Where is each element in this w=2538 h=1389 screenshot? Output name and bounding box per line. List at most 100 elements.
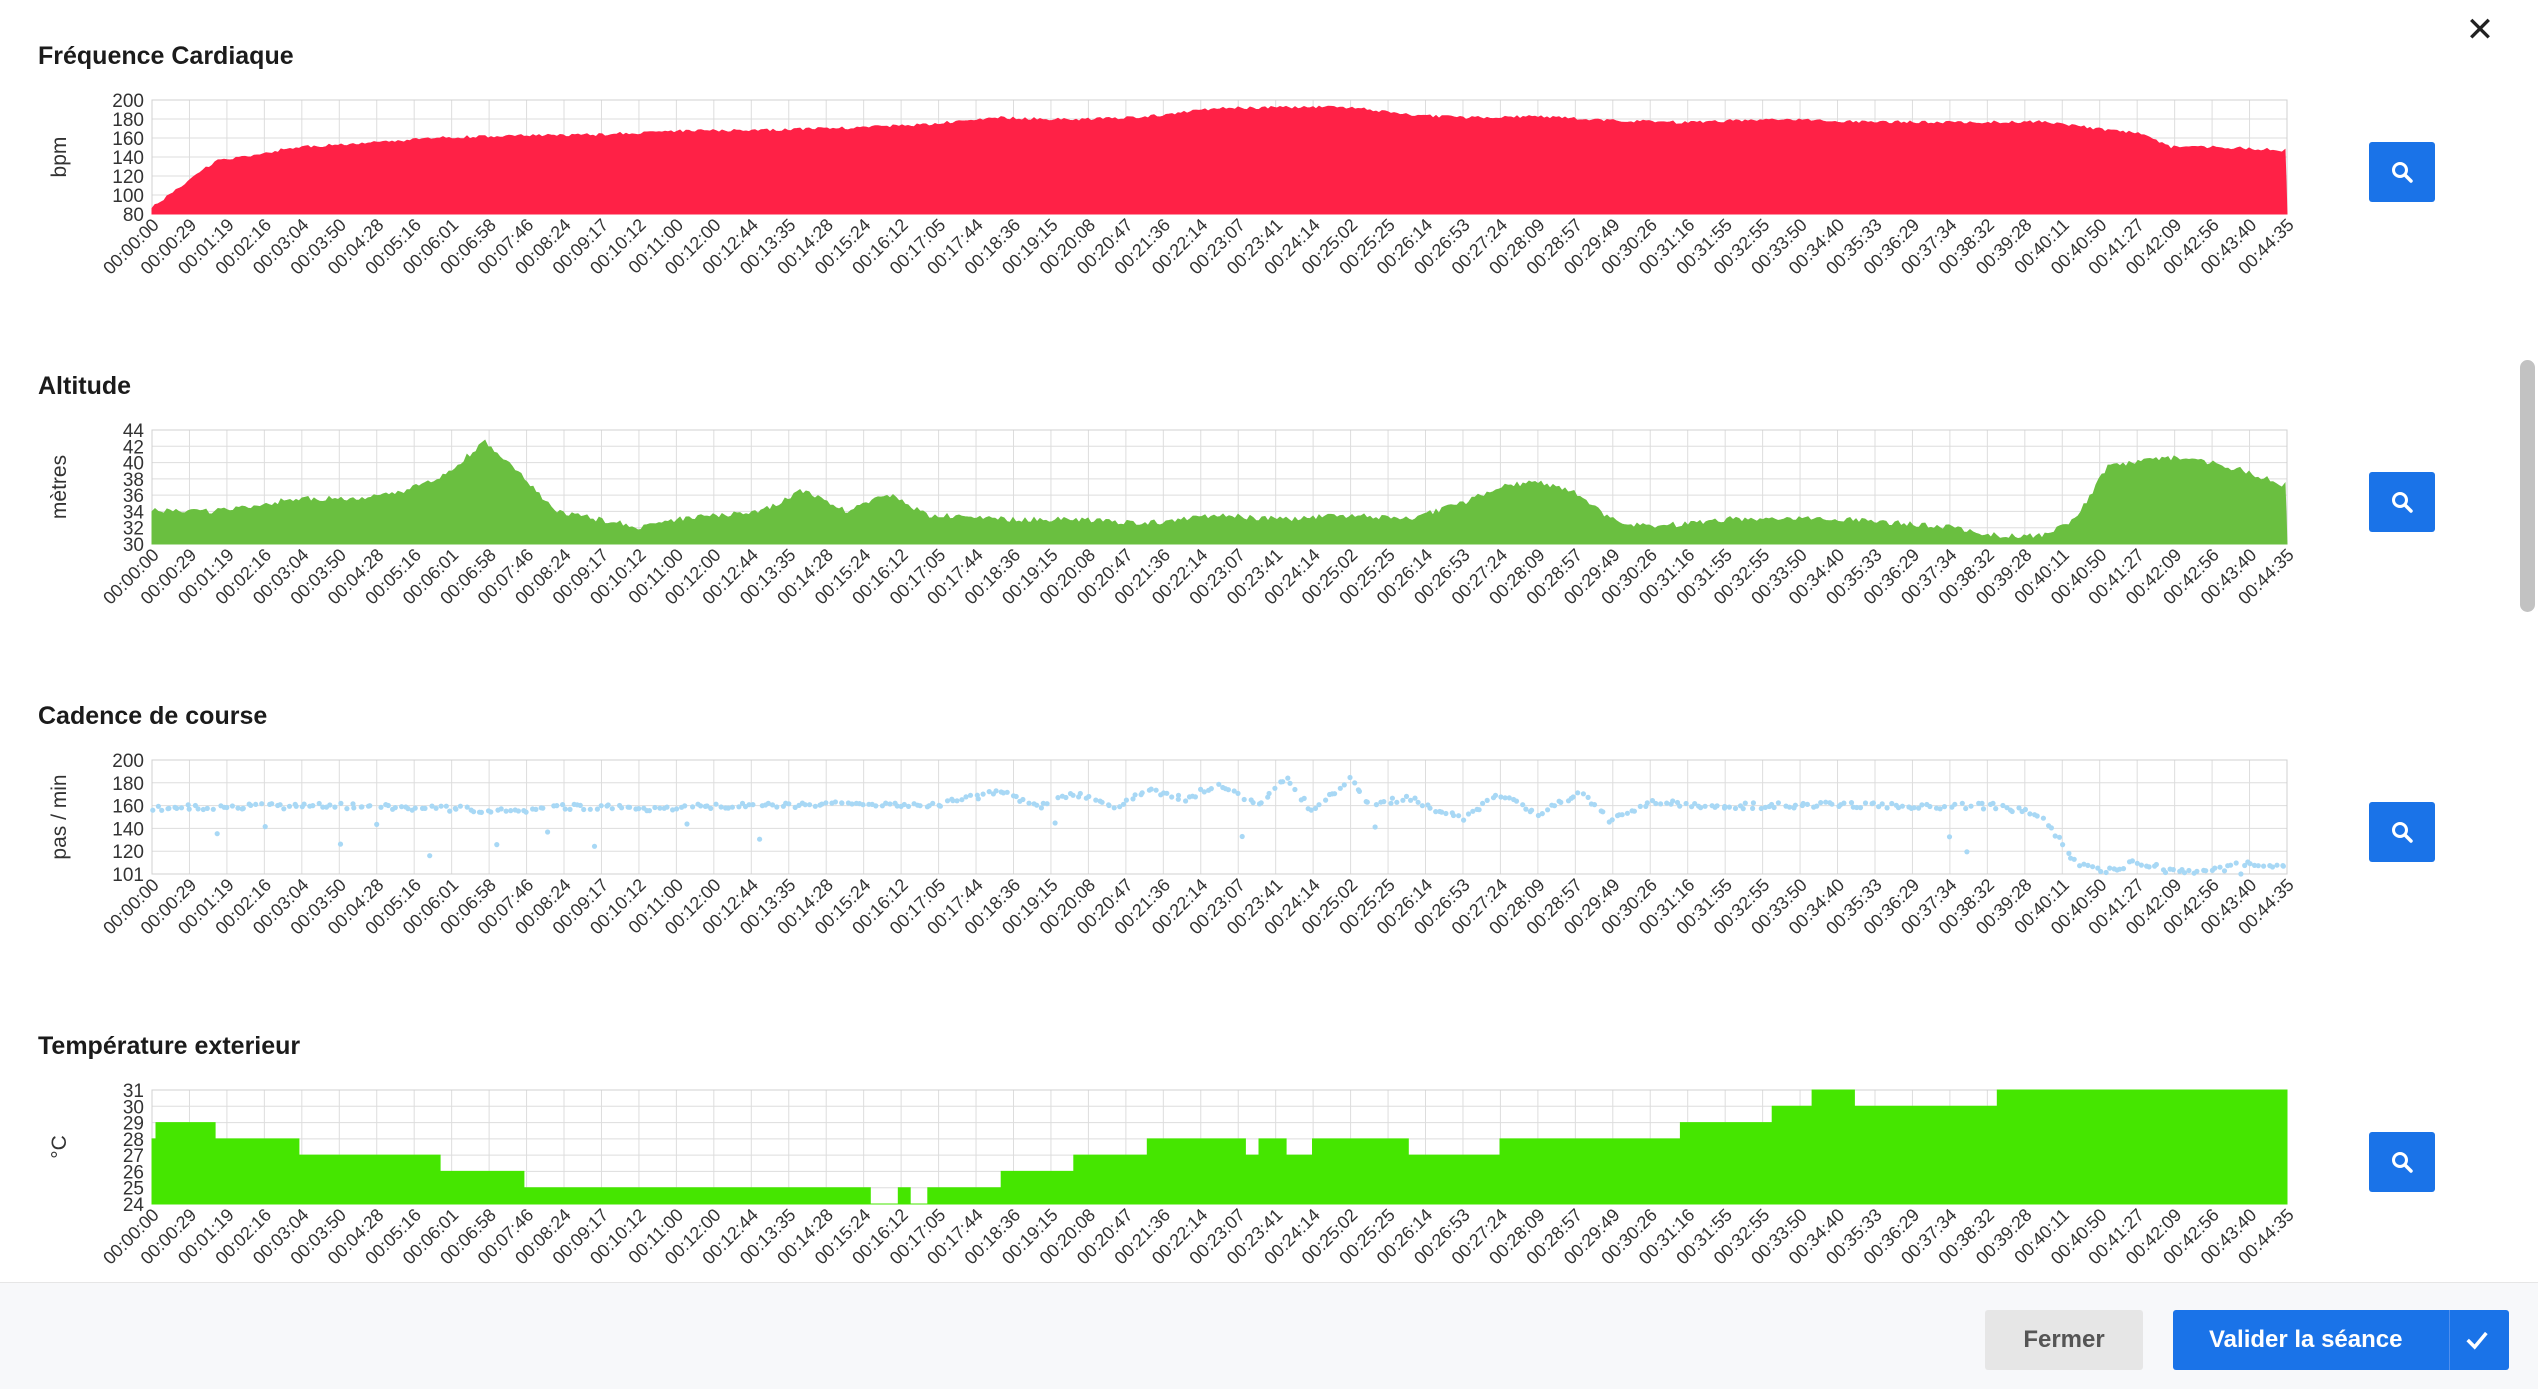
data-point (293, 803, 299, 809)
data-point (2009, 808, 2015, 815)
data-point (155, 803, 161, 809)
data-point (316, 800, 322, 807)
data-point (1175, 792, 1182, 798)
data-point (944, 798, 951, 804)
y-axis-label: bpm (48, 137, 71, 178)
data-point (1876, 804, 1882, 810)
data-point (1702, 803, 1708, 809)
data-point (1120, 801, 1127, 807)
data-point (1403, 793, 1410, 799)
zoom-button[interactable] (2369, 142, 2435, 202)
data-point (1235, 790, 1241, 796)
data-point (682, 803, 688, 809)
y-tick-label: 100 (112, 186, 144, 207)
data-point (2095, 865, 2101, 871)
data-point (1502, 795, 1508, 801)
data-point (1400, 797, 1406, 803)
chart-panel-cadence: Cadence de course 200 180 160 140 120 101 00:0… (0, 674, 2500, 1004)
data-point (1038, 805, 1044, 811)
close-button[interactable]: Fermer (1985, 1310, 2143, 1370)
data-point (619, 805, 625, 811)
data-point (374, 821, 380, 827)
data-point (186, 806, 192, 812)
data-point (1946, 834, 1953, 840)
data-point (674, 806, 680, 812)
data-point (2228, 862, 2234, 868)
data-point (2186, 867, 2192, 874)
data-point (1480, 800, 1486, 806)
data-point (887, 801, 893, 807)
data-point (993, 788, 999, 794)
data-point (1153, 787, 1159, 793)
y-tick-label: 25 (123, 1179, 144, 1200)
series-area (151, 439, 2288, 545)
data-point (1758, 805, 1764, 812)
data-point (1225, 787, 1231, 793)
data-point (310, 803, 316, 809)
data-point (269, 801, 275, 807)
data-point (350, 801, 356, 807)
data-point (447, 808, 453, 814)
data-point (2203, 868, 2209, 874)
data-point (1653, 800, 1659, 807)
data-point (429, 803, 435, 809)
zoom-button[interactable] (2369, 1132, 2435, 1192)
data-point (1337, 785, 1343, 791)
data-point (1461, 817, 1467, 823)
data-point (883, 800, 889, 806)
scrollbar[interactable] (2516, 0, 2538, 1282)
data-point (1570, 794, 1576, 800)
data-point (1332, 791, 1338, 797)
data-point (718, 804, 724, 810)
validate-session-button[interactable]: Valider la séance (2173, 1310, 2509, 1370)
data-point (1841, 800, 1847, 806)
scrollbar-thumb[interactable] (2520, 360, 2535, 612)
data-point (1740, 806, 1746, 812)
data-point (812, 803, 818, 809)
data-point (166, 805, 172, 811)
data-point (2242, 862, 2248, 869)
data-point (286, 803, 293, 809)
plot-frame (151, 759, 2288, 875)
data-point (917, 803, 923, 809)
data-point (1312, 805, 1319, 811)
data-point (1513, 798, 1520, 804)
data-point (1750, 805, 1756, 811)
data-point (894, 803, 900, 809)
data-point (1631, 808, 1637, 814)
data-point (2162, 869, 2169, 876)
data-point (2060, 842, 2066, 848)
data-point (2098, 868, 2104, 875)
data-point (736, 804, 742, 810)
chart-panel-altitude: Altitude 44 42 40 38 36 34 32 30 00:00:00 00:00:2… (0, 344, 2500, 674)
data-point (1792, 802, 1798, 808)
data-point (664, 804, 670, 810)
data-point (1968, 803, 1974, 809)
data-point (1476, 807, 1482, 813)
data-point (1658, 801, 1664, 807)
data-point (392, 805, 398, 811)
data-point (1239, 833, 1245, 840)
data-point (438, 803, 444, 809)
data-point (729, 804, 736, 810)
zoom-button[interactable] (2369, 802, 2435, 862)
data-point (320, 804, 326, 810)
chart-panel-temperature: Température exterieur 31 30 29 28 27 26 25 24 00… (0, 1004, 2500, 1334)
data-point (235, 805, 241, 811)
data-point (1916, 805, 1922, 811)
data-point (378, 804, 384, 810)
close-icon[interactable]: ✕ (2465, 10, 2495, 50)
y-tick-label: 200 (112, 751, 144, 772)
data-point (1258, 800, 1264, 806)
data-point (1216, 781, 1222, 787)
data-point (1670, 798, 1676, 804)
data-point (1183, 798, 1189, 804)
data-point (657, 805, 663, 811)
data-point (1963, 805, 1969, 812)
data-point (684, 821, 690, 827)
data-point (1308, 807, 1314, 813)
y-tick-label: 27 (123, 1146, 144, 1167)
data-point (587, 806, 593, 812)
chart-title: Altitude (38, 372, 132, 400)
zoom-button[interactable] (2369, 472, 2435, 532)
